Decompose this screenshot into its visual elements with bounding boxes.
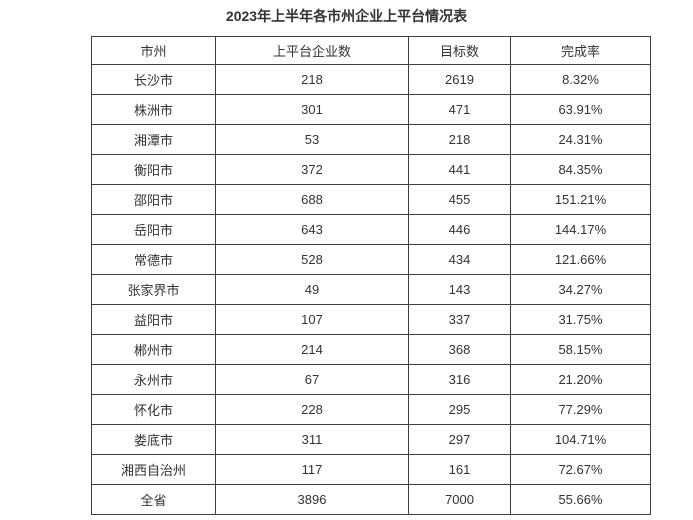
table-row: 永州市 67 316 21.20% bbox=[91, 364, 651, 395]
table-cell-3: 58.15% bbox=[510, 334, 651, 365]
table-cell-2: 368 bbox=[408, 334, 511, 365]
table-cell-0: 怀化市 bbox=[91, 394, 216, 425]
table-cell-3: 8.32% bbox=[510, 64, 651, 95]
table-cell-1: 49 bbox=[215, 274, 409, 305]
data-table: 市州 上平台企业数 目标数 完成率 长沙市 218 2619 8.32% 株洲市 301 471 6… bbox=[91, 36, 651, 515]
table-cell-0: 株洲市 bbox=[91, 94, 216, 125]
table-cell-3: 21.20% bbox=[510, 364, 651, 395]
table-cell-1: 301 bbox=[215, 94, 409, 125]
table-cell-2: 455 bbox=[408, 184, 511, 215]
table-row: 娄底市 311 297 104.71% bbox=[91, 424, 651, 455]
table-cell-1: 528 bbox=[215, 244, 409, 275]
header-cell-0: 市州 bbox=[91, 36, 216, 65]
table-cell-0: 全省 bbox=[91, 484, 216, 515]
table-cell-0: 湘西自治州 bbox=[91, 454, 216, 485]
table-cell-3: 24.31% bbox=[510, 124, 651, 155]
table-cell-1: 53 bbox=[215, 124, 409, 155]
table-cell-0: 娄底市 bbox=[91, 424, 216, 455]
table-cell-1: 643 bbox=[215, 214, 409, 245]
table-cell-0: 张家界市 bbox=[91, 274, 216, 305]
table-row: 湘西自治州 117 161 72.67% bbox=[91, 454, 651, 485]
table-row: 张家界市 49 143 34.27% bbox=[91, 274, 651, 305]
header-cell-1: 上平台企业数 bbox=[215, 36, 409, 65]
table-cell-0: 岳阳市 bbox=[91, 214, 216, 245]
table-cell-2: 161 bbox=[408, 454, 511, 485]
table-row: 长沙市 218 2619 8.32% bbox=[91, 64, 651, 95]
table-cell-0: 长沙市 bbox=[91, 64, 216, 95]
table-cell-3: 31.75% bbox=[510, 304, 651, 335]
table-cell-3: 77.29% bbox=[510, 394, 651, 425]
table-cell-3: 104.71% bbox=[510, 424, 651, 455]
header-cell-3: 完成率 bbox=[510, 36, 651, 65]
table-cell-2: 471 bbox=[408, 94, 511, 125]
table-cell-2: 441 bbox=[408, 154, 511, 185]
table-row: 郴州市 214 368 58.15% bbox=[91, 334, 651, 365]
table-row: 岳阳市 643 446 144.17% bbox=[91, 214, 651, 245]
table-head: 市州 上平台企业数 目标数 完成率 bbox=[91, 36, 651, 65]
table-row: 株洲市 301 471 63.91% bbox=[91, 94, 651, 125]
table-cell-1: 228 bbox=[215, 394, 409, 425]
table-cell-1: 3896 bbox=[215, 484, 409, 515]
table-cell-1: 311 bbox=[215, 424, 409, 455]
table-row: 衡阳市 372 441 84.35% bbox=[91, 154, 651, 185]
table-row: 常德市 528 434 121.66% bbox=[91, 244, 651, 275]
table-cell-2: 297 bbox=[408, 424, 511, 455]
table-cell-2: 7000 bbox=[408, 484, 511, 515]
table-cell-2: 143 bbox=[408, 274, 511, 305]
table-cell-2: 2619 bbox=[408, 64, 511, 95]
table-cell-0: 永州市 bbox=[91, 364, 216, 395]
table-row: 邵阳市 688 455 151.21% bbox=[91, 184, 651, 215]
table-cell-3: 63.91% bbox=[510, 94, 651, 125]
table-row: 全省 3896 7000 55.66% bbox=[91, 484, 651, 515]
table-cell-2: 316 bbox=[408, 364, 511, 395]
table-cell-0: 郴州市 bbox=[91, 334, 216, 365]
table-cell-1: 372 bbox=[215, 154, 409, 185]
table-cell-3: 72.67% bbox=[510, 454, 651, 485]
table-row: 湘潭市 53 218 24.31% bbox=[91, 124, 651, 155]
table-cell-2: 337 bbox=[408, 304, 511, 335]
table-cell-1: 107 bbox=[215, 304, 409, 335]
table-cell-3: 55.66% bbox=[510, 484, 651, 515]
table-cell-2: 218 bbox=[408, 124, 511, 155]
table-cell-3: 151.21% bbox=[510, 184, 651, 215]
table-cell-1: 214 bbox=[215, 334, 409, 365]
table-cell-1: 218 bbox=[215, 64, 409, 95]
table-cell-0: 常德市 bbox=[91, 244, 216, 275]
table-cell-3: 144.17% bbox=[510, 214, 651, 245]
header-cell-2: 目标数 bbox=[408, 36, 511, 65]
page-title: 2023年上半年各市州企业上平台情况表 bbox=[225, 8, 468, 24]
table-cell-0: 衡阳市 bbox=[91, 154, 216, 185]
table-cell-2: 434 bbox=[408, 244, 511, 275]
table-row: 怀化市 228 295 77.29% bbox=[91, 394, 651, 425]
table-cell-3: 34.27% bbox=[510, 274, 651, 305]
table-cell-1: 67 bbox=[215, 364, 409, 395]
table-cell-1: 688 bbox=[215, 184, 409, 215]
table-row: 益阳市 107 337 31.75% bbox=[91, 304, 651, 335]
table-cell-1: 117 bbox=[215, 454, 409, 485]
table-cell-2: 446 bbox=[408, 214, 511, 245]
table-cell-0: 益阳市 bbox=[91, 304, 216, 335]
table-cell-0: 湘潭市 bbox=[91, 124, 216, 155]
table-cell-3: 121.66% bbox=[510, 244, 651, 275]
table-header-row: 市州 上平台企业数 目标数 完成率 bbox=[91, 36, 651, 65]
table-body: 长沙市 218 2619 8.32% 株洲市 301 471 63.91% 湘潭市 53 218 24… bbox=[91, 64, 651, 515]
table-cell-3: 84.35% bbox=[510, 154, 651, 185]
table-cell-2: 295 bbox=[408, 394, 511, 425]
table-cell-0: 邵阳市 bbox=[91, 184, 216, 215]
